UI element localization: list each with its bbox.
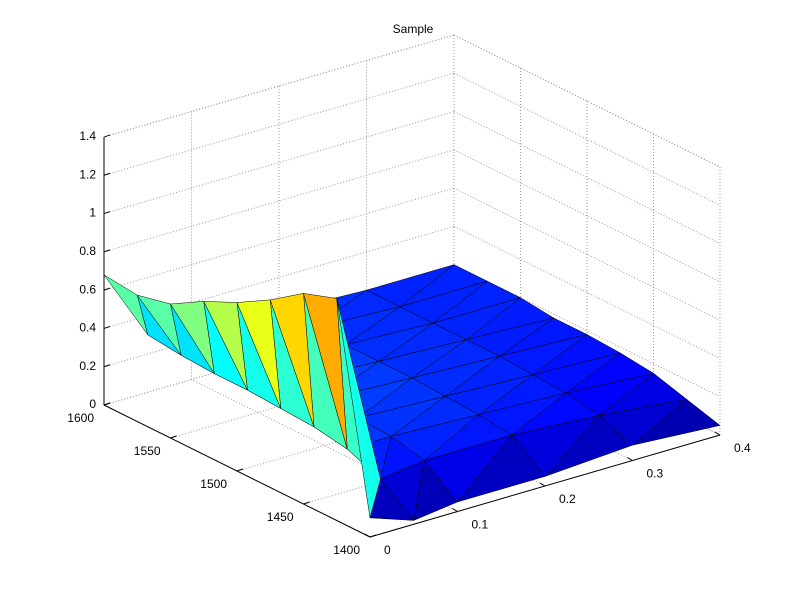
grid-line xyxy=(103,187,455,291)
surface-face xyxy=(303,293,348,450)
tick-mark xyxy=(303,501,310,505)
z-tick-label: 0.6 xyxy=(79,282,96,296)
tick-mark xyxy=(103,211,111,215)
tick-mark xyxy=(627,457,633,461)
y-tick-label: 1400 xyxy=(333,543,360,557)
x-tick-label: 0.4 xyxy=(734,441,751,455)
box-edge xyxy=(103,34,455,138)
grid-line xyxy=(103,72,455,176)
tick-mark xyxy=(103,402,111,406)
x-tick-label: 0 xyxy=(384,543,391,557)
x-tick-label: 0.1 xyxy=(472,518,489,532)
z-tick-label: 1.2 xyxy=(79,167,96,181)
z-tick-label: 1.4 xyxy=(79,129,96,143)
tick-mark xyxy=(452,508,458,512)
z-tick-label: 0.2 xyxy=(79,359,96,373)
surface-face xyxy=(203,301,248,391)
surface-face xyxy=(236,299,281,409)
tick-mark xyxy=(539,482,546,487)
z-tick-label: 0.4 xyxy=(79,321,96,335)
surface-face xyxy=(170,301,215,374)
chart-title: Sample xyxy=(393,22,434,36)
z-tick-label: 1 xyxy=(89,206,96,220)
surface-face xyxy=(136,294,182,356)
y-tick-label: 1550 xyxy=(134,444,161,458)
surface-face xyxy=(269,293,315,427)
tick-mark xyxy=(103,249,111,253)
tick-mark xyxy=(714,431,721,436)
z-tick-label: 0 xyxy=(89,397,96,411)
tick-mark xyxy=(103,325,111,329)
y-axis xyxy=(103,404,371,538)
y-tick-label: 1450 xyxy=(267,510,294,524)
x-tick-label: 0.2 xyxy=(559,492,576,506)
grid-line xyxy=(103,149,455,253)
y-tick-label: 1500 xyxy=(200,477,227,491)
x-tick-label: 0.3 xyxy=(647,467,664,481)
grid-line xyxy=(103,111,455,215)
tick-mark xyxy=(103,364,111,368)
tick-mark xyxy=(236,468,244,472)
z-tick-label: 0.8 xyxy=(79,244,96,258)
x-axis xyxy=(369,434,721,538)
y-tick-label: 1600 xyxy=(67,411,94,425)
tick-mark xyxy=(170,435,177,439)
tick-mark xyxy=(103,172,111,176)
surface-face xyxy=(336,298,381,518)
tick-mark xyxy=(103,287,111,291)
surface-face xyxy=(103,274,148,335)
